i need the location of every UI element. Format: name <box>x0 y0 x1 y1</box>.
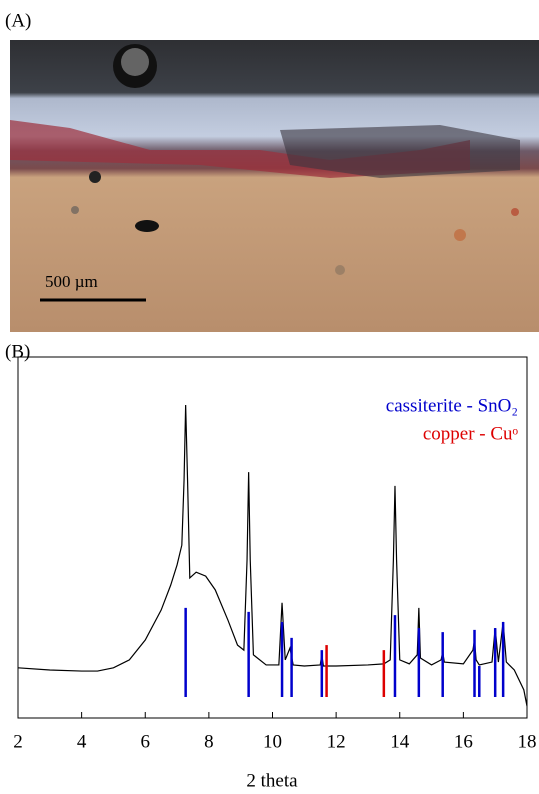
panel-label: (A) <box>5 10 31 31</box>
legend-entry: cassiterite - SnO₂ <box>386 395 518 416</box>
x-tick-label: 16 <box>454 731 473 752</box>
x-tick-label: 10 <box>263 731 282 752</box>
x-axis-label: 2 theta <box>246 770 298 791</box>
x-tick-label: 4 <box>77 731 87 752</box>
x-tick-label: 6 <box>141 731 151 752</box>
figure: (A) 500 µm (B) 2 theta 24681012141618cas… <box>0 0 539 794</box>
x-tick-label: 8 <box>204 731 214 752</box>
legend-entry: copper - Cuᵒ <box>423 423 519 444</box>
x-tick-label: 12 <box>327 731 346 752</box>
x-tick-label: 18 <box>518 731 537 752</box>
scale-bar-label: 500 µm <box>45 272 98 291</box>
diffractogram <box>18 405 527 706</box>
x-tick-label: 2 <box>13 731 23 752</box>
x-tick-label: 14 <box>390 731 410 752</box>
